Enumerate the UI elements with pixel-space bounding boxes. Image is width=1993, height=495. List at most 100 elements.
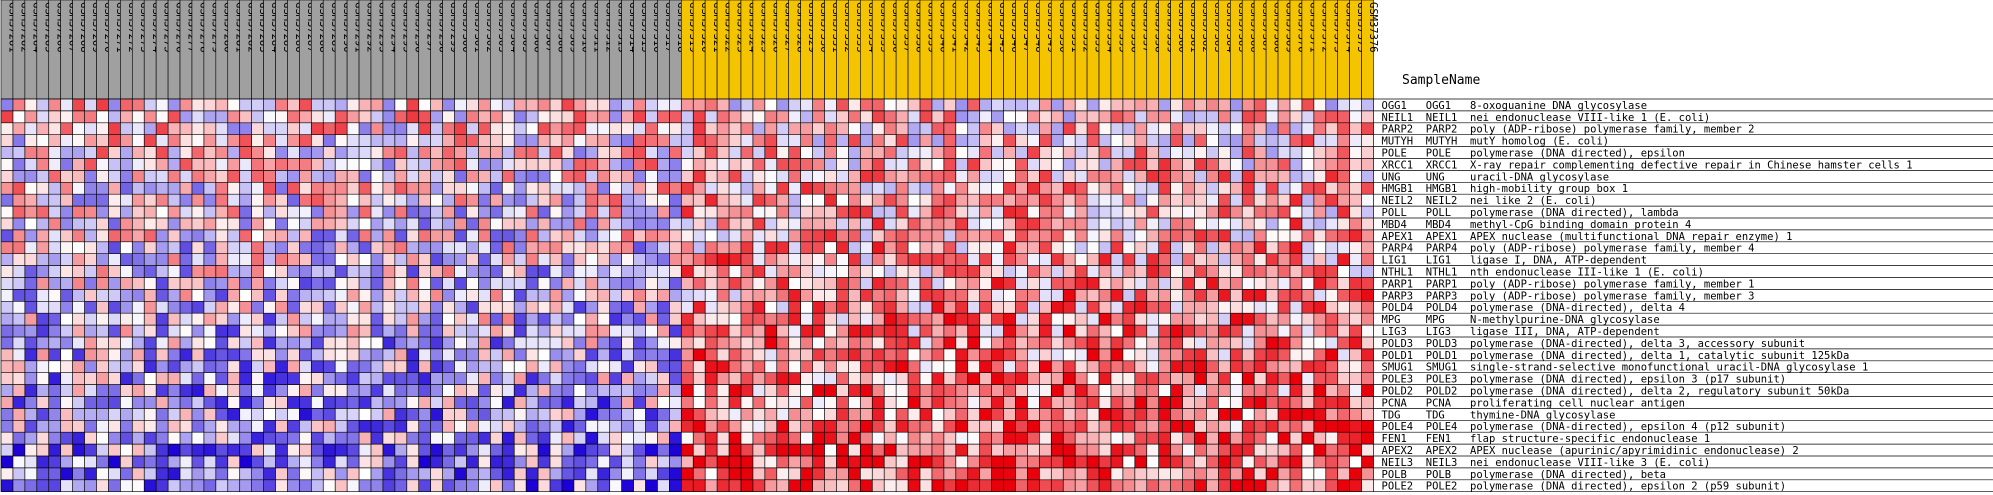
heatmap-cell: [896, 420, 909, 433]
heatmap-cell: [705, 467, 718, 480]
heatmap-cell: [1206, 456, 1219, 468]
heatmap-cell: [800, 456, 813, 468]
heatmap-cell: [144, 301, 157, 314]
heatmap-cell: [335, 289, 348, 302]
heatmap-cell: [1, 110, 13, 123]
heatmap-cell: [931, 456, 944, 468]
heatmap-cell: [144, 396, 157, 409]
heatmap-cell: [1313, 360, 1326, 373]
heatmap-cell: [609, 218, 622, 230]
heatmap-cell: [108, 170, 121, 183]
heatmap-cell: [514, 99, 527, 111]
heatmap-cell: [1325, 313, 1338, 326]
heatmap-cell: [752, 313, 765, 326]
heatmap-cell: [1230, 313, 1243, 326]
heatmap-cell: [1361, 158, 1374, 171]
heatmap-cell: [1003, 206, 1016, 218]
heatmap-cell: [323, 229, 336, 242]
heatmap-cell: [96, 134, 109, 147]
heatmap-cell: [1027, 467, 1040, 480]
row-label: NEIL1 NEIL1 nei endonuclease VIII-like 1…: [1382, 112, 1711, 124]
heatmap-cell: [1158, 265, 1171, 278]
heatmap-cell: [394, 372, 407, 385]
heatmap-cell: [168, 325, 181, 337]
heatmap-cell: [1134, 218, 1147, 230]
heatmap-cell: [191, 420, 204, 433]
heatmap-cell: [406, 372, 419, 385]
heatmap-cell: [979, 253, 992, 266]
heatmap-cell: [478, 110, 491, 123]
heatmap-cell: [227, 229, 240, 242]
heatmap-cell: [1075, 99, 1088, 111]
heatmap-cell: [931, 99, 944, 111]
heatmap-cell: [550, 241, 562, 254]
heatmap-cell: [215, 99, 228, 111]
heatmap-cell: [1218, 110, 1231, 123]
heatmap-cell: [1206, 265, 1219, 278]
heatmap-cell: [561, 218, 574, 230]
heatmap-cell: [287, 241, 300, 254]
heatmap-cell: [490, 360, 503, 373]
heatmap-cell: [323, 122, 336, 135]
heatmap-cell: [1182, 170, 1195, 183]
heatmap-cell: [705, 194, 718, 207]
heatmap-cell: [1337, 325, 1350, 337]
heatmap-cell: [908, 229, 920, 242]
heatmap-cell: [263, 301, 276, 314]
heatmap-cell: [752, 146, 765, 159]
heatmap-cell: [1349, 218, 1362, 230]
heatmap-cell: [669, 479, 682, 492]
heatmap-cell: [370, 479, 383, 492]
heatmap-cell: [478, 158, 491, 171]
heatmap-cell: [406, 325, 419, 337]
heatmap-cell: [168, 146, 181, 159]
heatmap-cell: [215, 265, 228, 278]
heatmap-cell: [466, 265, 479, 278]
heatmap-cell: [502, 420, 515, 433]
heatmap-cell: [168, 456, 181, 468]
heatmap-cell: [681, 110, 694, 123]
heatmap-cell: [836, 301, 849, 314]
heatmap-cell: [752, 194, 765, 207]
heatmap-cell: [705, 206, 718, 218]
heatmap-cell: [1, 432, 13, 445]
heatmap-cell: [1289, 277, 1302, 290]
heatmap-cell: [872, 396, 885, 409]
heatmap-cell: [502, 229, 515, 242]
heatmap-cell: [1278, 277, 1290, 290]
heatmap-cell: [311, 384, 324, 397]
heatmap-cell: [1325, 444, 1338, 456]
heatmap-cell: [323, 313, 336, 326]
heatmap-cell: [1361, 277, 1374, 290]
heatmap-cell: [621, 289, 634, 302]
heatmap-cell: [311, 253, 324, 266]
heatmap-cell: [1254, 253, 1267, 266]
heatmap-cell: [872, 218, 885, 230]
heatmap-cell: [1266, 253, 1279, 266]
heatmap-cell: [645, 241, 658, 254]
heatmap-cell: [967, 479, 980, 492]
heatmap-cell: [1254, 218, 1267, 230]
heatmap-cell: [466, 479, 479, 492]
heatmap-cell: [132, 325, 145, 337]
heatmap-cell: [705, 420, 718, 433]
heatmap-cell: [1254, 372, 1267, 385]
heatmap-cell: [1242, 313, 1255, 326]
heatmap-cell: [1003, 99, 1016, 111]
heatmap-cell: [72, 122, 85, 135]
heatmap-cell: [1015, 110, 1028, 123]
heatmap-cell: [1242, 110, 1255, 123]
heatmap-cell: [1289, 170, 1302, 183]
heatmap-cell: [764, 301, 777, 314]
heatmap-cell: [287, 218, 300, 230]
heatmap-cell: [1170, 146, 1183, 159]
heatmap-cell: [609, 325, 622, 337]
heatmap-cell: [406, 146, 419, 159]
heatmap-cell: [263, 158, 276, 171]
heatmap-cell: [776, 229, 789, 242]
heatmap-cell: [872, 384, 885, 397]
heatmap-cell: [800, 360, 813, 373]
heatmap-cell: [979, 218, 992, 230]
heatmap-cell: [1122, 420, 1135, 433]
heatmap-cell: [979, 289, 992, 302]
